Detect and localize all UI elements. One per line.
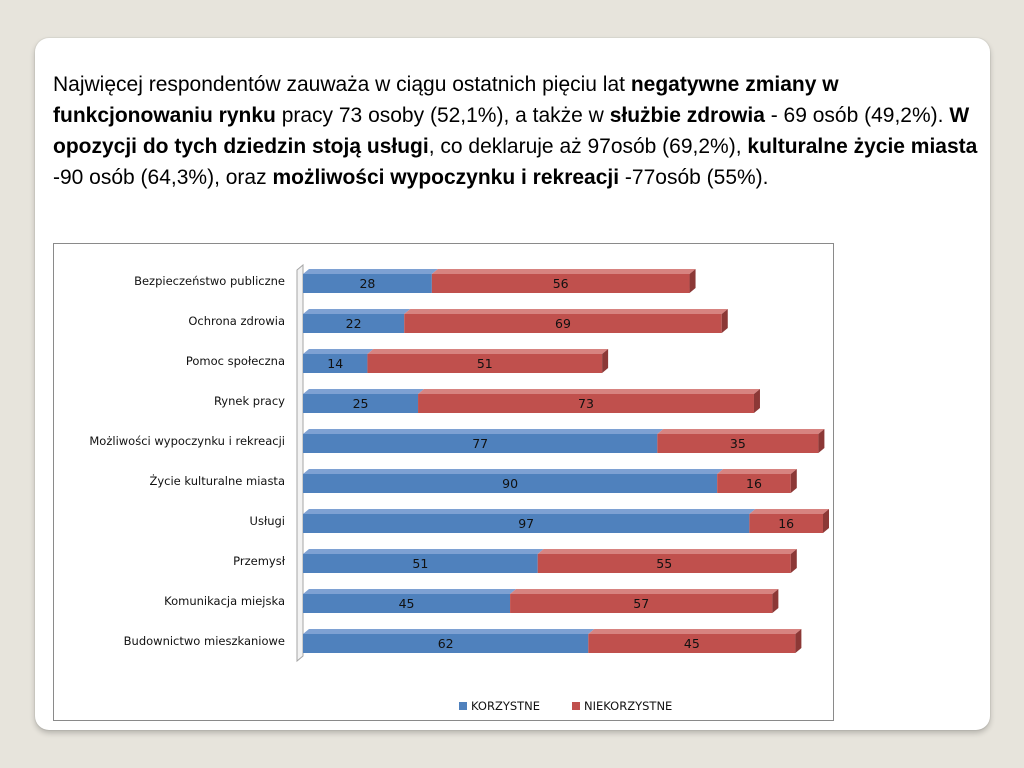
bar-top-face [418, 389, 760, 394]
bold-run: służbie zdrowia [609, 104, 765, 127]
bar-side-face [790, 549, 797, 573]
bar-segment [537, 554, 791, 573]
data-label: 90 [502, 476, 518, 491]
bar-top-face [303, 589, 517, 594]
stacked-bar-chart: Bezpieczeństwo publiczne 28 56 Ochrona zdro… [89, 263, 829, 713]
data-label: 45 [399, 596, 415, 611]
legend-swatch [572, 702, 580, 710]
bar-segment [303, 554, 538, 573]
data-label: 51 [477, 356, 493, 371]
data-label: 28 [359, 276, 375, 291]
data-label: 16 [778, 516, 794, 531]
bar-side-face [790, 469, 797, 493]
data-label: 56 [553, 276, 569, 291]
data-label: 62 [438, 636, 454, 651]
bar-segment [303, 394, 419, 413]
bar-top-face [588, 629, 802, 634]
bar-side-face [753, 389, 760, 413]
bar-segment [418, 394, 754, 413]
category-label: Pomoc społeczna [186, 354, 285, 368]
bar-segment [303, 474, 718, 493]
data-label: 77 [472, 436, 488, 451]
data-label: 16 [746, 476, 762, 491]
bar-segment [431, 274, 690, 293]
bar-top-face [303, 469, 724, 474]
data-label: 55 [656, 556, 672, 571]
bold-run: możliwości wypoczynku i rekreacji [272, 166, 620, 189]
category-label: Możliwości wypoczynku i rekreacji [89, 434, 285, 448]
data-label: 57 [633, 596, 649, 611]
bar-segment [510, 594, 773, 613]
text-run: , co deklaruje aż 97osób (69,2%), [428, 135, 748, 158]
bar-segment [303, 354, 368, 373]
legend-label: KORZYSTNE [471, 699, 540, 713]
summary-paragraph: Najwięcej respondentów zauważa w ciągu o… [53, 69, 988, 193]
bar-side-face [689, 269, 696, 293]
bar-top-face [404, 309, 728, 314]
bar-segment [303, 594, 511, 613]
category-label: Przemysł [233, 554, 286, 568]
chart-axis-wall [296, 263, 304, 663]
bar-segment [717, 474, 791, 493]
text-run: Najwięcej respondentów zauważa w ciągu o… [53, 73, 631, 96]
bar-side-face [795, 629, 802, 653]
bar-segment [303, 274, 432, 293]
bar-top-face [303, 549, 544, 554]
data-label: 14 [327, 356, 343, 371]
data-label: 97 [518, 516, 534, 531]
text-run: pracy 73 osoby (52,1%), a także w [275, 104, 610, 127]
category-label: Budownictwo mieszkaniowe [124, 634, 285, 648]
bar-segment [404, 314, 722, 333]
category-label: Bezpieczeństwo publiczne [134, 274, 285, 288]
data-label: 25 [353, 396, 369, 411]
bar-top-face [510, 589, 779, 594]
bar-top-face [749, 509, 829, 514]
chart-frame: Bezpieczeństwo publiczne 28 56 Ochrona zdro… [53, 243, 834, 721]
bar-segment [749, 514, 823, 533]
bold-run: W opozycji do tych dziedzin stoją usługi [53, 104, 970, 158]
bar-top-face [717, 469, 797, 474]
bold-run: negatywne zmiany w funkcjonowaniu rynku [53, 73, 839, 127]
bar-side-face [823, 509, 829, 533]
data-label: 73 [578, 396, 594, 411]
data-label: 45 [684, 636, 700, 651]
bar-side-face [721, 309, 728, 333]
legend-swatch [459, 702, 467, 710]
data-label: 69 [555, 316, 571, 331]
bar-side-face [818, 429, 825, 453]
bar-segment [657, 434, 819, 453]
category-label: Usługi [250, 514, 285, 528]
data-label: 51 [412, 556, 428, 571]
bar-top-face [303, 269, 438, 274]
text-run: - 69 osób (49,2%). [764, 104, 950, 127]
bar-segment [303, 314, 405, 333]
bar-segment [367, 354, 603, 373]
bar-side-face [602, 349, 609, 373]
bar-top-face [303, 389, 425, 394]
bar-segment [588, 634, 796, 653]
text-run: -77osób (55%). [619, 166, 769, 189]
category-label: Ochrona zdrowia [188, 314, 285, 328]
bar-segment [303, 514, 750, 533]
bar-top-face [303, 309, 411, 314]
legend-label: NIEKORZYSTNE [584, 699, 672, 713]
bar-top-face [657, 429, 825, 434]
bar-segment [303, 634, 589, 653]
bar-segment [303, 434, 658, 453]
bar-side-face [772, 589, 779, 613]
category-label: Rynek pracy [214, 394, 285, 408]
bar-top-face [431, 269, 696, 274]
bar-top-face [367, 349, 609, 354]
category-label: Życie kulturalne miasta [149, 473, 285, 488]
bold-run: kulturalne życie miasta [747, 135, 978, 158]
bar-top-face [303, 349, 374, 354]
bar-top-face [303, 509, 756, 514]
bar-top-face [537, 549, 797, 554]
data-label: 22 [346, 316, 362, 331]
bar-top-face [303, 629, 595, 634]
bar-top-face [303, 429, 664, 434]
category-label: Komunikacja miejska [164, 594, 285, 608]
data-label: 35 [730, 436, 746, 451]
text-run: -90 osób (64,3%), oraz [53, 166, 273, 189]
